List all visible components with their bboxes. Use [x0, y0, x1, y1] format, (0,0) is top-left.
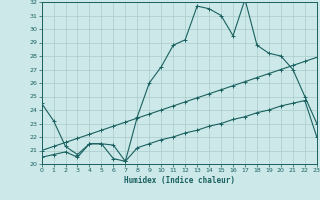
X-axis label: Humidex (Indice chaleur): Humidex (Indice chaleur)	[124, 176, 235, 185]
